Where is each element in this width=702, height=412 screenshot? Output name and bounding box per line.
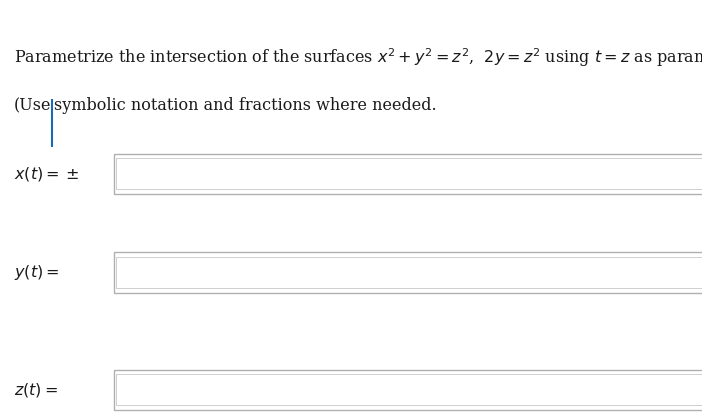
FancyBboxPatch shape: [117, 158, 702, 189]
Text: symbolic notation and fractions where needed.: symbolic notation and fractions where ne…: [54, 97, 437, 114]
FancyBboxPatch shape: [114, 253, 702, 293]
Text: (Use: (Use: [14, 97, 51, 114]
Text: $x(t) = \pm$: $x(t) = \pm$: [14, 165, 79, 183]
FancyBboxPatch shape: [114, 370, 702, 410]
FancyBboxPatch shape: [117, 257, 702, 288]
Text: $z(t) =$: $z(t) =$: [14, 381, 58, 399]
FancyBboxPatch shape: [117, 375, 702, 405]
Text: Parametrize the intersection of the surfaces $x^2 + y^2 = z^2$,  $2y = z^2$ usin: Parametrize the intersection of the surf…: [14, 47, 702, 69]
Text: $y(t) =$: $y(t) =$: [14, 263, 60, 282]
FancyBboxPatch shape: [114, 154, 702, 194]
